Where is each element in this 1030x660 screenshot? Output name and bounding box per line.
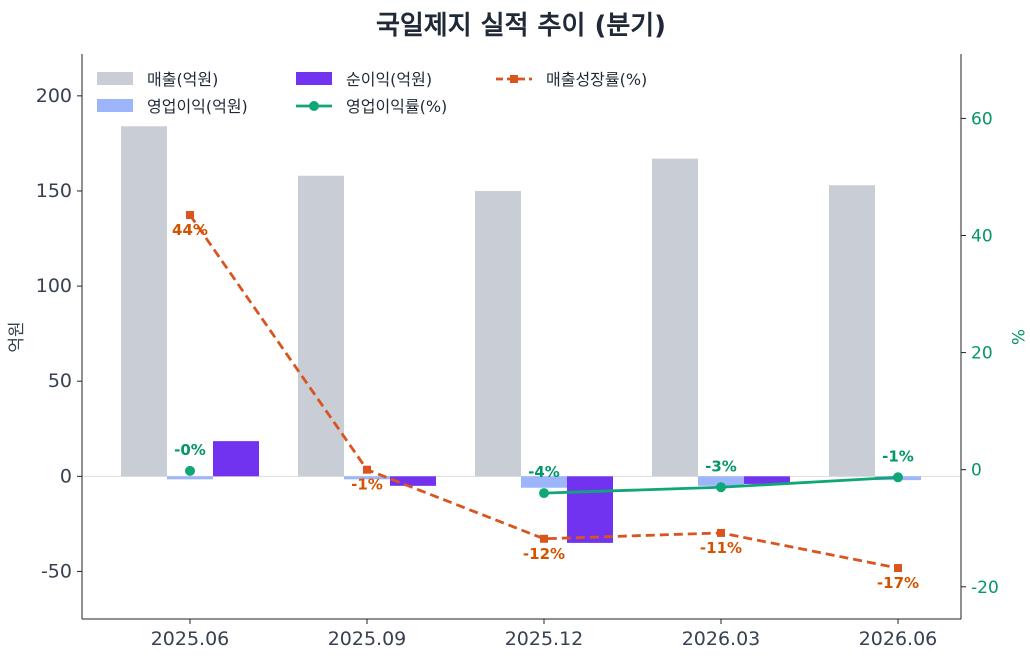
bar-2-2026.03 bbox=[744, 476, 790, 484]
left-tick-label-200: 200 bbox=[36, 85, 72, 107]
plot-area: -0% -4% -3% -1% 44% -1% -12% -11% -17% -50 0 50 100 1… bbox=[36, 54, 999, 650]
marker-0-2026.06 bbox=[893, 472, 903, 483]
y-axis-label-right: % bbox=[1007, 329, 1027, 345]
left-tick-label-150: 150 bbox=[36, 180, 72, 202]
bar-2-2025.06 bbox=[213, 441, 259, 477]
left-tick-label-50: 50 bbox=[48, 370, 72, 392]
data-label-1-2025.09: -1% bbox=[351, 476, 383, 494]
legend-label-1: 영업이익(억원) bbox=[147, 97, 248, 116]
legend-label-2: 순이익(억원) bbox=[346, 70, 432, 89]
bar-1-2026.03 bbox=[698, 476, 744, 486]
legend: 매출(억원) 영업이익(억원) 순이익(억원) 영업이익률(%) 매출성장률(%) bbox=[97, 70, 647, 116]
legend-swatch-2 bbox=[296, 72, 332, 85]
bar-0-2026.03 bbox=[652, 158, 698, 477]
data-label-1-2026.03: -11% bbox=[700, 539, 742, 557]
bar-0-2026.06 bbox=[829, 185, 875, 477]
right-tick-label-20: 20 bbox=[971, 344, 993, 364]
marker-1-2025.12 bbox=[540, 534, 548, 543]
left-tick-label--50: -50 bbox=[41, 560, 72, 582]
left-tick-label-100: 100 bbox=[36, 275, 72, 297]
left-tick-label-0: 0 bbox=[60, 465, 72, 487]
legend-swatch-1 bbox=[97, 99, 133, 112]
bar-0-2025.06 bbox=[121, 126, 167, 477]
bar-1-2025.06 bbox=[167, 476, 213, 480]
right-tick-label-40: 40 bbox=[971, 227, 993, 247]
bar-2-2025.09 bbox=[390, 476, 436, 486]
bar-1-2025.12 bbox=[521, 476, 567, 488]
data-label-0-2025.06: -0% bbox=[174, 441, 206, 459]
marker-0-2025.12 bbox=[539, 488, 549, 499]
data-label-0-2025.12: -4% bbox=[528, 463, 560, 481]
marker-1-2026.03 bbox=[717, 528, 725, 537]
legend-label-4: 매출성장률(%) bbox=[546, 70, 647, 89]
data-label-1-2025.06: 44% bbox=[172, 221, 208, 239]
right-tick-label-60: 60 bbox=[971, 109, 993, 129]
marker-0-2026.03 bbox=[716, 482, 726, 493]
legend-marker-3 bbox=[309, 101, 319, 111]
legend-label-3: 영업이익률(%) bbox=[346, 97, 447, 116]
legend-marker-4 bbox=[510, 75, 518, 83]
marker-1-2025.06 bbox=[186, 211, 194, 220]
chart-title: 국일제지 실적 추이 (분기) bbox=[376, 11, 666, 41]
data-label-0-2026.03: -3% bbox=[705, 457, 737, 475]
right-tick-label-0: 0 bbox=[971, 461, 982, 481]
marker-1-2026.06 bbox=[894, 564, 902, 573]
data-label-1-2026.06: -17% bbox=[877, 574, 919, 592]
legend-label-0: 매출(억원) bbox=[147, 70, 218, 89]
y-axis-label-left: 억원 bbox=[7, 321, 27, 352]
line-1 bbox=[188, 214, 899, 570]
bar-2-2025.12 bbox=[567, 476, 613, 543]
marker-1-2025.09 bbox=[363, 465, 371, 474]
x-tick-label-2025.12: 2025.12 bbox=[505, 628, 584, 650]
x-tick-label-2026.06: 2026.06 bbox=[859, 628, 938, 650]
x-tick-label-2025.09: 2025.09 bbox=[328, 628, 407, 650]
marker-0-2025.06 bbox=[185, 465, 195, 476]
data-label-1-2025.12: -12% bbox=[523, 545, 565, 563]
bar-0-2025.12 bbox=[475, 190, 521, 477]
bar-1-2025.09 bbox=[344, 476, 390, 480]
x-tick-label-2026.03: 2026.03 bbox=[682, 628, 761, 650]
data-label-0-2026.06: -1% bbox=[882, 447, 914, 465]
bar-0-2025.09 bbox=[298, 175, 344, 477]
legend-swatch-0 bbox=[97, 72, 133, 85]
x-tick-label-2025.06: 2025.06 bbox=[151, 628, 230, 650]
right-tick-label--20: -20 bbox=[971, 578, 999, 598]
